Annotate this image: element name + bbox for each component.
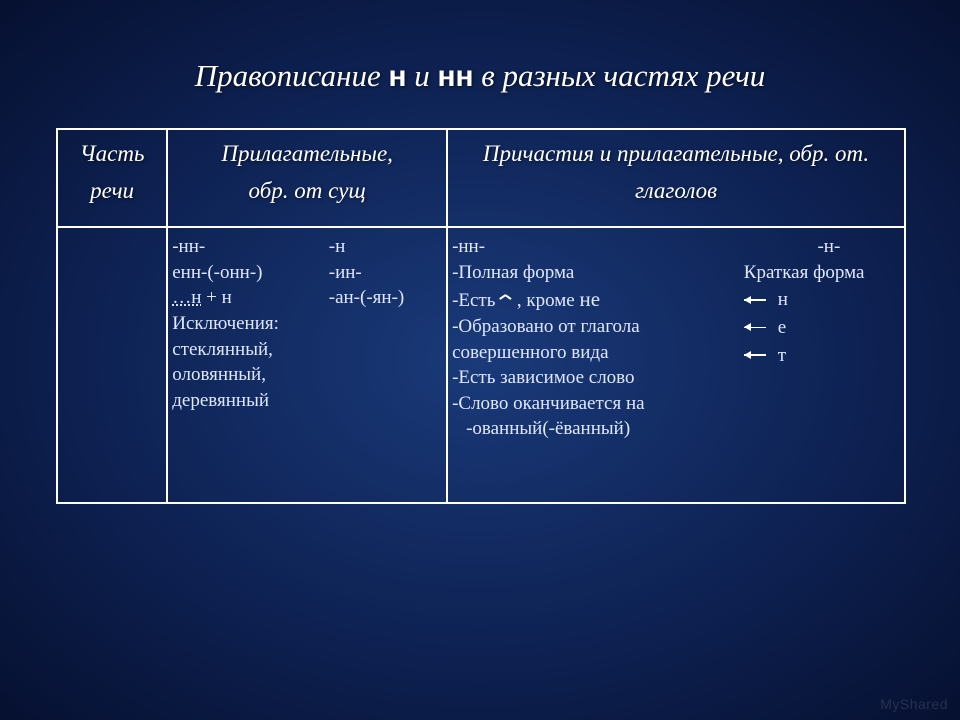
- title-post: в разных частях речи: [474, 58, 766, 93]
- col2-n-block: -н -ин- -ан-(-ян-): [329, 234, 442, 413]
- col2-nn-block: -нн- енн-(-онн-) …н + н Исключения: стек…: [172, 234, 311, 413]
- arrow-left-icon: [744, 350, 772, 360]
- slide-title: Правописание н и нн в разных частях речи: [0, 0, 960, 114]
- c2l-4: Исключения:: [172, 311, 311, 337]
- header-col2-l2: обр. от сущ: [172, 173, 442, 210]
- c3l-4: -Образовано от глагола: [452, 314, 730, 340]
- c2l-6: оловянный,: [172, 362, 311, 388]
- col3-nn-block: -нн- -Полная форма -Есть , кроме не -Обр…: [452, 234, 730, 442]
- c2l-2: енн-(-онн-): [172, 260, 311, 286]
- header-col3: Причастия и прилагательные, обр. от. гла…: [447, 129, 905, 227]
- body-row: -нн- енн-(-онн-) …н + н Исключения: стек…: [57, 227, 905, 503]
- net-row-e: е: [744, 315, 914, 341]
- caret-icon: [500, 298, 512, 306]
- c3l-2: -Полная форма: [452, 260, 730, 286]
- header-col3-l2: глаголов: [452, 173, 900, 210]
- c2l-7: деревянный: [172, 388, 311, 414]
- c2r-3: -ан-(-ян-): [329, 285, 442, 311]
- net-row-n: н: [744, 287, 914, 313]
- c3l-5: совершенного вида: [452, 340, 730, 366]
- net-t: т: [778, 343, 786, 369]
- c2l-1: -нн-: [172, 234, 311, 260]
- title-pre: Правописание: [195, 58, 389, 93]
- header-col2: Прилагательные, обр. от сущ: [167, 129, 447, 227]
- c2r-1: -н: [329, 234, 442, 260]
- c3l-3c: не: [579, 287, 600, 311]
- title-mono-n: н: [388, 62, 406, 96]
- net-n: н: [778, 287, 788, 313]
- c2l-5: стеклянный,: [172, 337, 311, 363]
- c3l-1: -нн-: [452, 234, 730, 260]
- rules-table: Часть речи Прилагательные, обр. от сущ П…: [56, 128, 906, 504]
- c3l-3: -Есть , кроме не: [452, 285, 730, 314]
- c3r-1: -н-: [744, 234, 914, 260]
- header-col1: Часть речи: [57, 129, 167, 227]
- body-col3: -нн- -Полная форма -Есть , кроме не -Обр…: [447, 227, 905, 503]
- header-row: Часть речи Прилагательные, обр. от сущ П…: [57, 129, 905, 227]
- body-col1: [57, 227, 167, 503]
- header-col1-l2: речи: [62, 173, 162, 210]
- c3l-7: -Слово оканчивается на: [452, 391, 730, 417]
- watermark: MyShared: [880, 696, 948, 712]
- title-mono-nn: нн: [437, 62, 473, 96]
- c2l-3: …н + н: [172, 285, 311, 311]
- c3l-6: -Есть зависимое слово: [452, 365, 730, 391]
- c3l-3a: -Есть: [452, 290, 495, 311]
- header-col1-l1: Часть: [62, 136, 162, 173]
- c3l-8: -ованный(-ёванный): [452, 416, 730, 442]
- c3r-2: Краткая форма: [744, 260, 914, 286]
- c2l-3a: …н: [172, 287, 201, 308]
- c2l-3b: + н: [201, 287, 231, 308]
- net-e: е: [778, 315, 786, 341]
- title-mid: и: [406, 58, 437, 93]
- c3l-3b: , кроме: [517, 290, 580, 311]
- arrow-left-icon: [744, 323, 772, 333]
- arrow-left-icon: [744, 295, 772, 305]
- header-col3-l1: Причастия и прилагательные, обр. от.: [452, 136, 900, 173]
- slide-container: Правописание н и нн в разных частях речи…: [0, 0, 960, 720]
- net-row-t: т: [744, 343, 914, 369]
- body-col2: -нн- енн-(-онн-) …н + н Исключения: стек…: [167, 227, 447, 503]
- c2r-2: -ин-: [329, 260, 442, 286]
- header-col2-l1: Прилагательные,: [172, 136, 442, 173]
- col3-n-block: -н- Краткая форма н е т: [744, 234, 914, 442]
